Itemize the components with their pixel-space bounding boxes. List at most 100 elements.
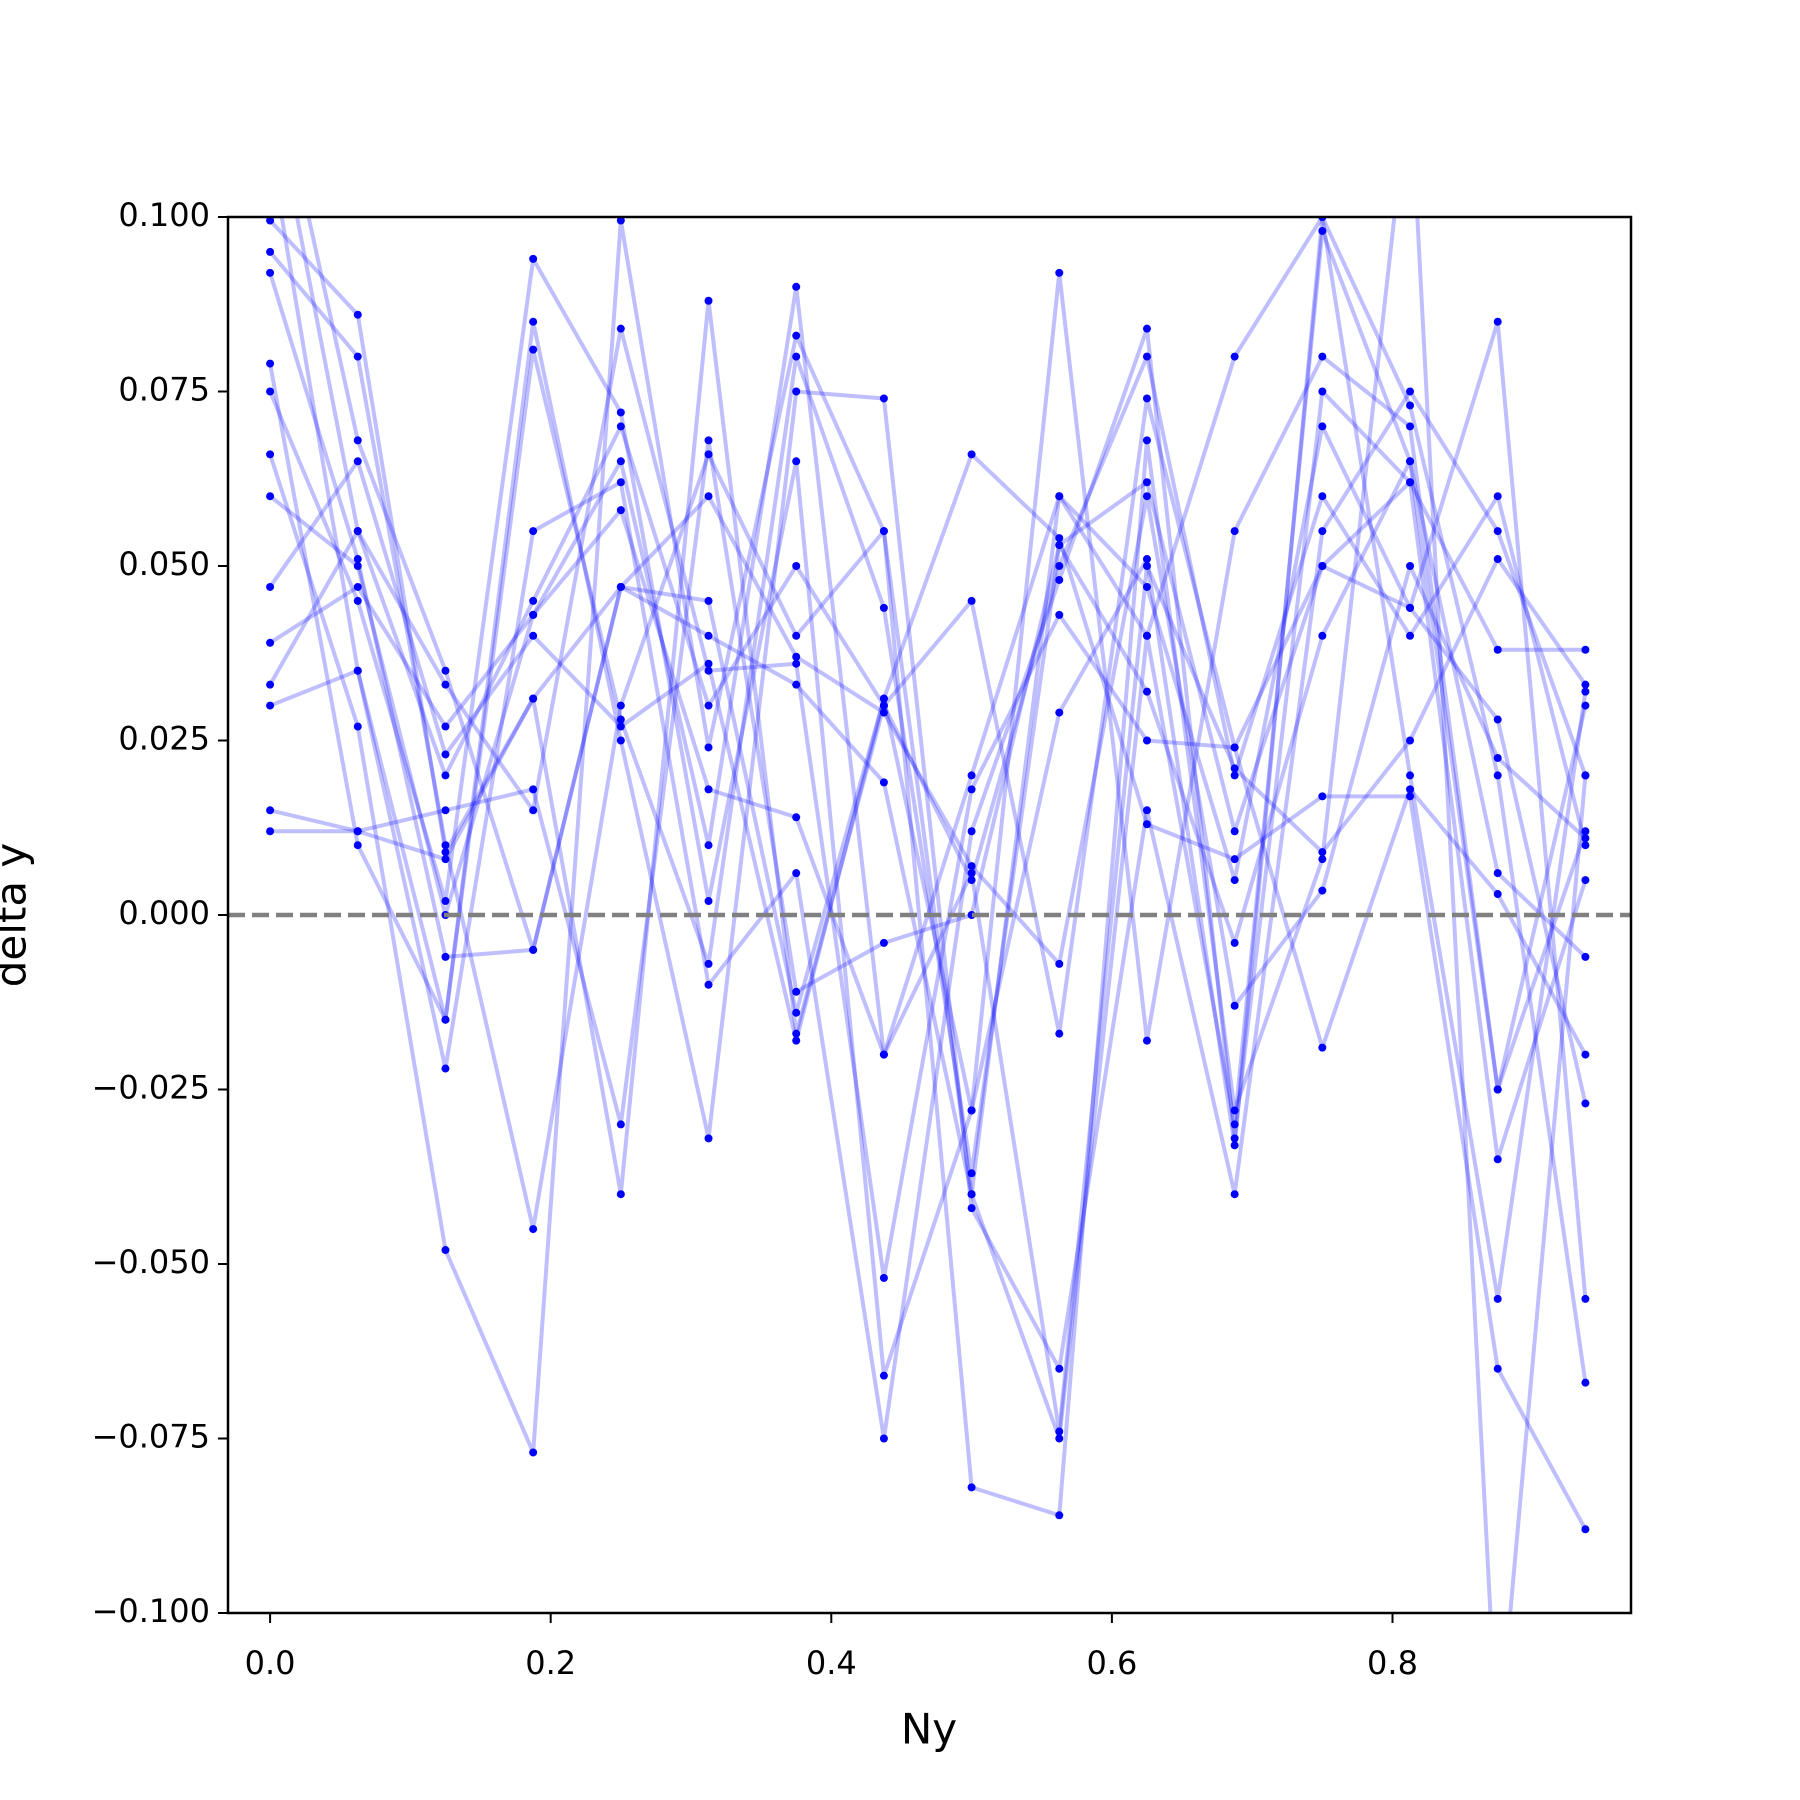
data-point [704,596,713,605]
data-point [1581,1050,1590,1059]
data-point [967,1190,976,1199]
series-line [279,217,1588,1441]
data-point [879,708,888,717]
data-point [792,331,801,340]
data-point [1142,394,1151,403]
data-point [879,701,888,710]
series-line [306,217,1588,1301]
data-point [1493,1364,1502,1373]
y-tick-label: −0.025 [92,1069,210,1107]
data-point [1581,680,1590,689]
data-point [1230,1106,1239,1115]
data-point [1493,645,1502,654]
data-point [792,869,801,878]
data-point [967,827,976,836]
data-point [616,736,625,745]
data-point [1142,820,1151,829]
data-point [266,247,275,256]
data-point [704,666,713,675]
data-point [1318,492,1327,501]
data-point [704,631,713,640]
data-point [1581,687,1590,696]
data-point [529,254,538,263]
data-point [353,827,362,836]
data-point [967,1483,976,1492]
data-point [1055,534,1064,543]
data-point [879,527,888,536]
data-point [1055,610,1064,619]
data-point [1406,771,1415,780]
data-point [353,555,362,564]
data-point [1318,855,1327,864]
data-point [967,450,976,459]
data-point [353,310,362,319]
data-point [704,701,713,710]
data-point [1142,687,1151,696]
data-point [529,631,538,640]
series-line [268,217,1588,1383]
data-point [1142,492,1151,501]
x-tick-label: 0.8 [1367,1644,1418,1682]
data-point [529,596,538,605]
data-point [441,897,450,906]
data-point [1142,806,1151,815]
y-tick-label: −0.075 [92,1418,210,1456]
data-point [1055,575,1064,584]
data-point [616,722,625,731]
data-point [353,457,362,466]
data-point [353,666,362,675]
data-point [441,848,450,857]
data-point [1493,890,1502,899]
data-point [1142,582,1151,591]
data-point [1230,938,1239,947]
data-point [1230,876,1239,885]
data-point [1493,555,1502,564]
data-point [704,980,713,989]
data-point [441,722,450,731]
data-point [1318,848,1327,857]
data-point [1318,387,1327,396]
data-point [967,869,976,878]
y-tick-label: 0.050 [118,545,210,583]
data-point [266,450,275,459]
data-point [1142,562,1151,570]
data-point [616,582,625,591]
data-point [616,715,625,724]
data-point [441,806,450,815]
data-point [616,324,625,333]
data-point [1581,841,1590,850]
data-point [529,1225,538,1234]
data-point [1581,952,1590,961]
data-point [704,659,713,668]
data-point [879,778,888,787]
data-point [1055,959,1064,968]
data-point [266,582,275,591]
series-line [268,272,1587,1008]
data-point [704,897,713,906]
data-point [1230,1134,1239,1143]
data-point [1230,1190,1239,1199]
data-point [353,582,362,591]
data-point [616,217,625,225]
data-point [1493,1085,1502,1094]
data-point [967,1204,976,1213]
data-point [616,1120,625,1129]
series-line [269,508,1588,1434]
data-point [1055,268,1064,277]
data-point [1581,1525,1590,1534]
series-line [268,228,1588,1441]
data-point [1142,352,1151,361]
data-point [1142,555,1151,564]
data-point [1581,701,1590,710]
data-point [441,1246,450,1255]
data-point [1493,753,1502,762]
data-point [792,352,801,361]
data-point [792,1029,801,1038]
data-point [529,806,538,815]
data-point [441,1015,450,1024]
data-point [1142,631,1151,640]
y-tick-label: 0.100 [118,196,210,234]
data-point [704,296,713,305]
data-point [353,562,362,570]
